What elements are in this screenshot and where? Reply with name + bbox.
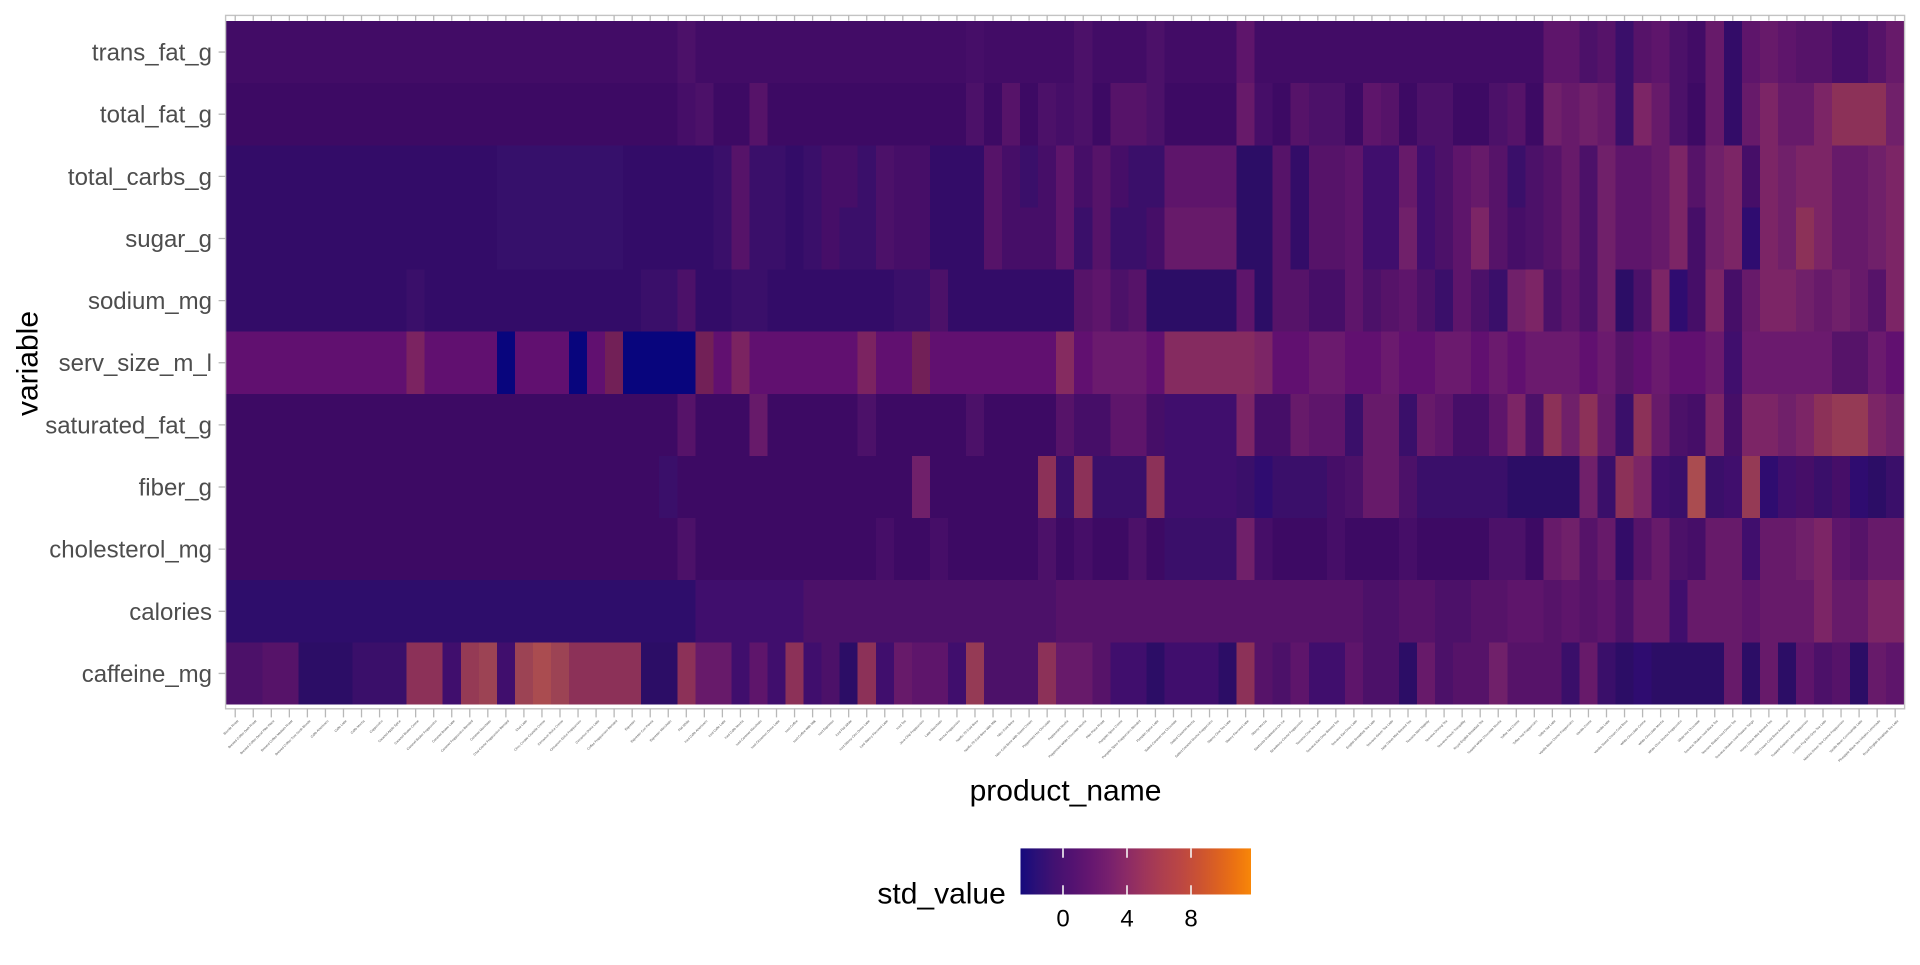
svg-text:total_carbs_g: total_carbs_g: [68, 164, 212, 191]
svg-text:calories: calories: [129, 599, 212, 626]
svg-text:caffeine_mg: caffeine_mg: [82, 661, 212, 688]
svg-text:serv_size_m_l: serv_size_m_l: [59, 350, 212, 377]
svg-text:fiber_g: fiber_g: [139, 475, 212, 502]
svg-text:trans_fat_g: trans_fat_g: [92, 40, 212, 67]
svg-text:product_name: product_name: [970, 775, 1162, 808]
svg-text:sodium_mg: sodium_mg: [88, 288, 212, 315]
svg-text:4: 4: [1120, 906, 1133, 933]
svg-text:sugar_g: sugar_g: [125, 226, 212, 253]
svg-text:total_fat_g: total_fat_g: [100, 102, 212, 129]
svg-text:Iced Tea: Iced Tea: [895, 719, 907, 731]
svg-text:8: 8: [1184, 906, 1197, 933]
svg-text:std_value: std_value: [877, 878, 1005, 911]
svg-text:variable: variable: [12, 311, 45, 416]
svg-text:saturated_fat_g: saturated_fat_g: [45, 412, 212, 439]
svg-text:cholesterol_mg: cholesterol_mg: [49, 537, 212, 564]
svg-text:0: 0: [1056, 906, 1069, 933]
